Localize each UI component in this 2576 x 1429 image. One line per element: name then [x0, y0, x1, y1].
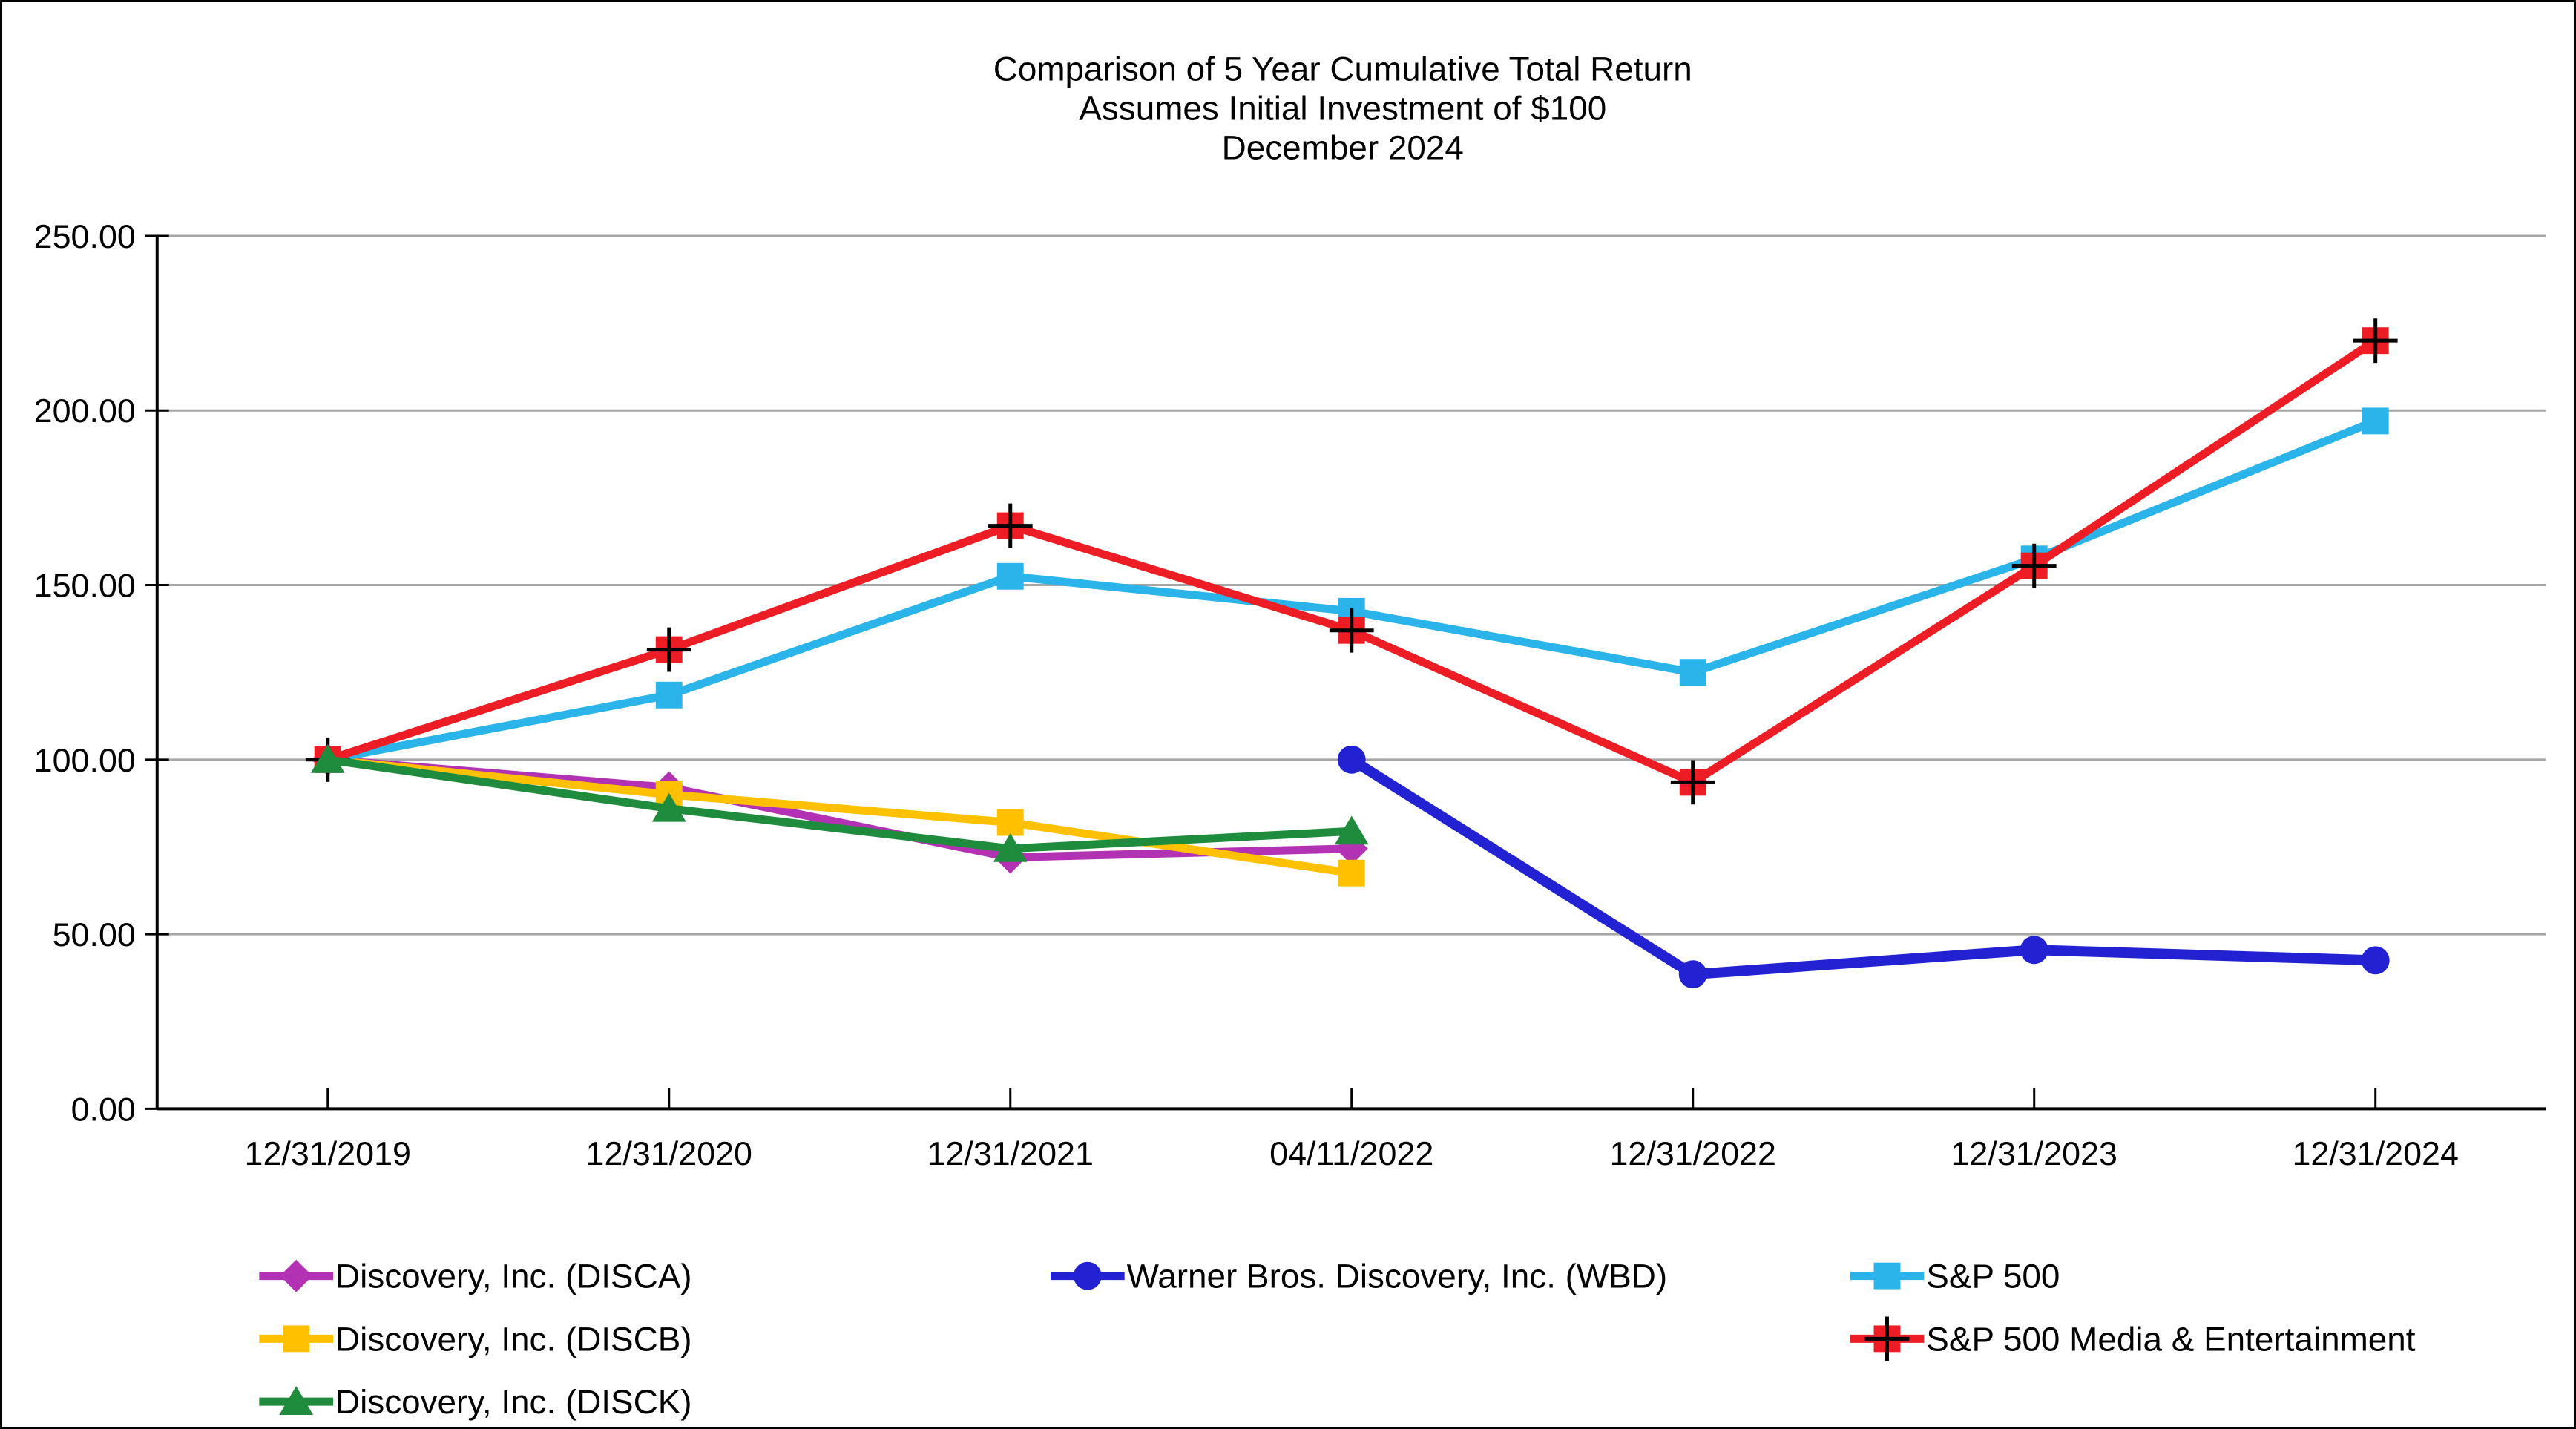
series-wbd	[1337, 745, 2390, 989]
y-axis-tick-label: 50.00	[53, 916, 136, 953]
wbd-marker	[2020, 936, 2048, 965]
y-axis-tick-label: 250.00	[34, 217, 136, 255]
gridlines	[157, 234, 2546, 936]
chart-title-line-1: Comparison of 5 Year Cumulative Total Re…	[993, 50, 1692, 88]
y-axis-tick-label: 100.00	[34, 741, 136, 779]
series-layer	[305, 318, 2398, 989]
y-axis-tick-label: 0.00	[71, 1090, 136, 1128]
disca-marker	[280, 1259, 313, 1292]
axes	[145, 234, 2546, 1111]
series-disck	[310, 743, 1369, 862]
legend: Discovery, Inc. (DISCA) Discovery, Inc. (…	[259, 1257, 2416, 1421]
discb-marker	[283, 1325, 310, 1353]
wbd-marker	[2361, 946, 2390, 975]
legend-item-sp500: S&P 500	[1850, 1257, 2060, 1295]
wbd-marker	[1337, 745, 1366, 774]
x-axis-tick-label: 04/11/2022	[1269, 1134, 1433, 1172]
disck-line	[326, 755, 1353, 853]
sp500-media-ent-line	[326, 337, 2378, 787]
sp500-marker	[655, 681, 683, 709]
legend-item-wbd: Warner Bros. Discovery, Inc. (WBD)	[1051, 1257, 1667, 1295]
disck-marker	[279, 1386, 314, 1416]
x-axis-tick-label: 12/31/2022	[1609, 1134, 1775, 1172]
y-axis-tick-label: 150.00	[34, 566, 136, 604]
legend-label-discb: Discovery, Inc. (DISCB)	[335, 1319, 692, 1358]
discb-marker	[1338, 859, 1365, 887]
discb-line	[327, 755, 1353, 878]
legend-label-disck: Discovery, Inc. (DISCK)	[335, 1382, 692, 1421]
x-axis-tick-label: 12/31/2023	[1951, 1134, 2117, 1172]
legend-item-discb: Discovery, Inc. (DISCB)	[259, 1319, 692, 1358]
y-axis-tick-label: 200.00	[34, 392, 136, 430]
wbd-marker	[1678, 960, 1707, 989]
legend-item-sp500-media-ent: S&P 500 Media & Entertainment	[1850, 1316, 2416, 1361]
sp500-line	[326, 417, 2377, 764]
chart-title-line-3: December 2024	[1222, 128, 1464, 166]
x-axis-tick-label: 12/31/2021	[927, 1134, 1094, 1172]
x-axis-tick-label: 12/31/2020	[586, 1134, 752, 1172]
sp500-marker	[2362, 407, 2389, 435]
x-axis-tick-label: 12/31/2019	[245, 1134, 411, 1172]
legend-label-disca: Discovery, Inc. (DISCA)	[335, 1257, 692, 1295]
disck-marker	[993, 832, 1028, 862]
legend-item-disck: Discovery, Inc. (DISCK)	[259, 1382, 692, 1421]
disck-marker	[310, 743, 345, 773]
wbd-line	[1349, 755, 2376, 980]
chart-title-line-2: Assumes Initial Investment of $100	[1079, 89, 1606, 128]
sp500-marker	[1873, 1262, 1901, 1290]
disck-marker	[1334, 815, 1369, 845]
axis-labels: 0.00 50.00 100.00 150.00 200.00 250.00 12/31/2…	[34, 217, 2459, 1172]
x-axis-tick-label: 12/31/2024	[2292, 1134, 2458, 1172]
legend-label-sp500: S&P 500	[1926, 1257, 2060, 1295]
sp500-marker	[996, 562, 1024, 590]
legend-item-disca: Discovery, Inc. (DISCA)	[259, 1257, 692, 1295]
legend-label-wbd: Warner Bros. Discovery, Inc. (WBD)	[1127, 1257, 1667, 1295]
disck-marker	[651, 792, 686, 822]
series-sp500	[314, 407, 2389, 773]
series-sp500-media-ent	[305, 318, 2398, 805]
series-discb	[314, 746, 1365, 887]
wbd-marker	[1073, 1261, 1102, 1290]
sp500-marker	[1679, 659, 1706, 686]
chart-title: Comparison of 5 Year Cumulative Total Re…	[993, 50, 1692, 167]
legend-label-sp500-media-ent: S&P 500 Media & Entertainment	[1926, 1319, 2415, 1358]
discb-marker	[996, 809, 1024, 836]
